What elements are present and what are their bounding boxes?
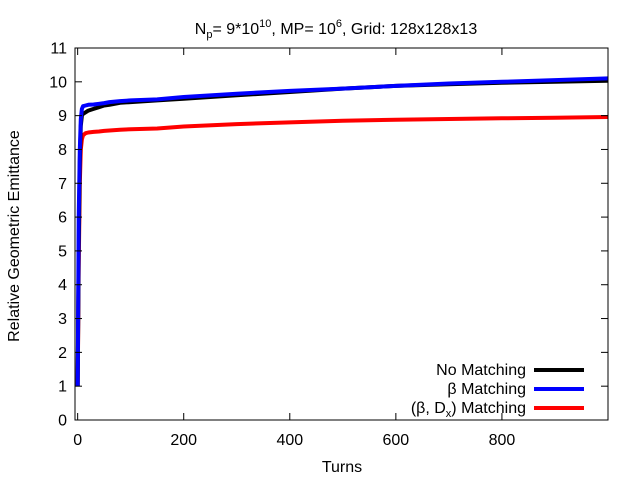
y-tick-label: 10 — [49, 74, 67, 91]
y-axis: 0 1 2 3 4 5 6 7 8 9 10 11 — [49, 41, 608, 430]
y-tick-label: 9 — [58, 108, 67, 125]
y-tick-label: 5 — [58, 243, 67, 260]
series-line-beta-dx-matching — [75, 115, 609, 387]
x-axis: 0 200 400 600 800 — [73, 48, 515, 449]
series-layer — [75, 76, 609, 387]
legend-label-beta-dx-matching: (β, Dx) Matching — [411, 400, 526, 420]
y-tick-label: 11 — [50, 41, 67, 58]
x-tick-label: 800 — [489, 432, 516, 449]
y-tick-label: 4 — [58, 277, 67, 294]
legend-label-beta-matching: β Matching — [447, 381, 526, 398]
y-tick-label: 1 — [58, 379, 67, 396]
chart-title: Np= 9*1010, MP= 106, Grid: 128x128x13 — [195, 18, 478, 41]
legend-label-no-matching: No Matching — [436, 362, 526, 379]
legend-entry-beta-matching: β Matching — [447, 381, 584, 398]
legend-entry-no-matching: No Matching — [436, 362, 584, 379]
x-tick-label: 400 — [276, 432, 303, 449]
y-tick-label: 8 — [58, 142, 67, 159]
plot-frame — [74, 47, 609, 421]
y-tick-label: 2 — [58, 345, 67, 362]
x-tick-label: 0 — [73, 432, 82, 449]
x-axis-label: Turns — [322, 459, 362, 476]
x-tick-label: 200 — [170, 432, 197, 449]
y-tick-label: 0 — [58, 413, 67, 430]
y-tick-label: 3 — [58, 311, 67, 328]
x-tick-label: 600 — [383, 432, 410, 449]
series-line-beta-matching — [75, 76, 609, 387]
legend: No Matching β Matching (β, Dx) Matching — [411, 362, 584, 420]
y-tick-label: 6 — [58, 210, 67, 227]
y-axis-label: Relative Geometric Emittance — [6, 130, 23, 342]
legend-entry-beta-dx-matching: (β, Dx) Matching — [411, 400, 584, 420]
y-tick-label: 7 — [58, 176, 67, 193]
